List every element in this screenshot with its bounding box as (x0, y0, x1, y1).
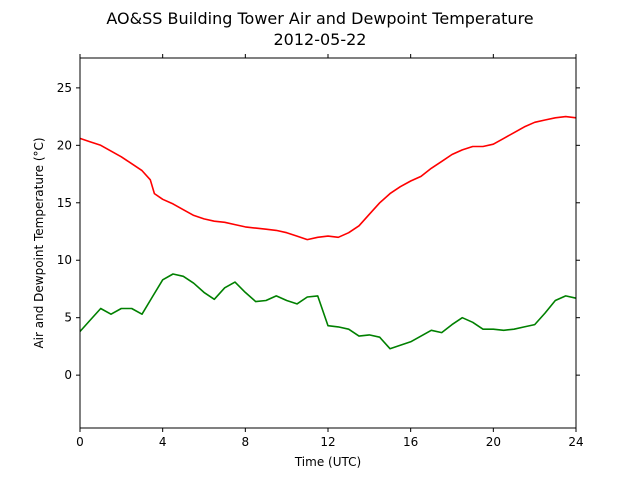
y-tick-label: 0 (64, 368, 72, 382)
y-tick-label: 5 (64, 311, 72, 325)
chart-title: AO&SS Building Tower Air and Dewpoint Te… (106, 9, 533, 28)
y-axis-label: Air and Dewpoint Temperature (°C) (32, 137, 46, 348)
y-tick-label: 15 (57, 196, 72, 210)
series-layer (79, 115, 577, 350)
x-tick-label: 4 (159, 435, 167, 449)
x-tick-label: 12 (320, 435, 335, 449)
x-tick-label: 24 (568, 435, 583, 449)
x-tick-label: 0 (76, 435, 84, 449)
series-line-1 (79, 273, 577, 350)
chart-subtitle: 2012-05-22 (274, 30, 367, 49)
plot-frame (79, 57, 577, 429)
y-tick-label: 20 (57, 138, 72, 152)
series-line-0 (79, 115, 577, 241)
x-tick-label: 16 (403, 435, 418, 449)
x-tick-label: 20 (486, 435, 501, 449)
x-axis-label: Time (UTC) (294, 455, 361, 469)
y-tick-label: 10 (57, 253, 72, 267)
tick-layer: 0 4 8 12 16 20 24 0 5 10 15 20 25 (57, 54, 584, 449)
y-tick-label: 25 (57, 81, 72, 95)
x-tick-label: 8 (242, 435, 250, 449)
